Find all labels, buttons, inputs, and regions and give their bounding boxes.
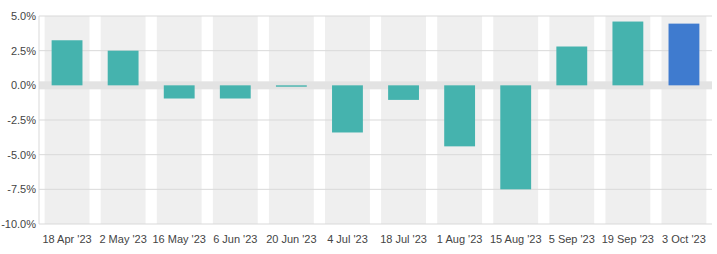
grid-line [39,50,712,51]
x-tick-label: 1 Aug '23 [437,233,483,245]
bar [444,85,475,146]
x-tick-label: 3 Oct '23 [662,233,706,245]
x-tick-label: 18 Jul '23 [380,233,427,245]
bar [108,51,139,86]
y-tick-label: -2.5% [7,114,36,126]
bar [276,85,307,86]
x-tick-label: 4 Jul '23 [327,233,368,245]
grid-line [39,224,712,225]
y-tick-label: -5.0% [7,149,36,161]
bar [612,22,643,86]
bars [52,22,700,190]
x-tick-label: 20 Jun '23 [266,233,316,245]
x-tick-label: 2 May '23 [99,233,146,245]
x-tick-label: 16 May '23 [152,233,205,245]
y-tick-label: -7.5% [7,183,36,195]
x-tick-label: 18 Apr '23 [42,233,91,245]
y-tick-label: 0.0% [11,79,36,91]
bar [220,85,251,98]
bar [669,24,700,86]
bar [500,85,531,189]
grid-line [39,154,712,155]
x-tick-label: 15 Aug '23 [490,233,542,245]
chart: -10.0% -7.5% -5.0% -2.5% 0.0% 2.5% 5.0% 18 Apr … [0,0,717,254]
x-tick-label: 6 Jun '23 [213,233,257,245]
y-tick-label: 2.5% [11,45,36,57]
grid-line [39,189,712,190]
bar [556,47,587,86]
bar [164,85,195,98]
bar [332,85,363,132]
grid-line [39,120,712,121]
y-axis-line [39,16,40,224]
bar [52,40,83,85]
zero-band [39,81,712,89]
x-tick-label: 19 Sep '23 [602,233,654,245]
y-tick-label: -10.0% [1,218,36,230]
bar [388,85,419,100]
y-tick-label: 5.0% [11,10,36,22]
grid-line [39,16,712,17]
x-tick-label: 5 Sep '23 [549,233,595,245]
